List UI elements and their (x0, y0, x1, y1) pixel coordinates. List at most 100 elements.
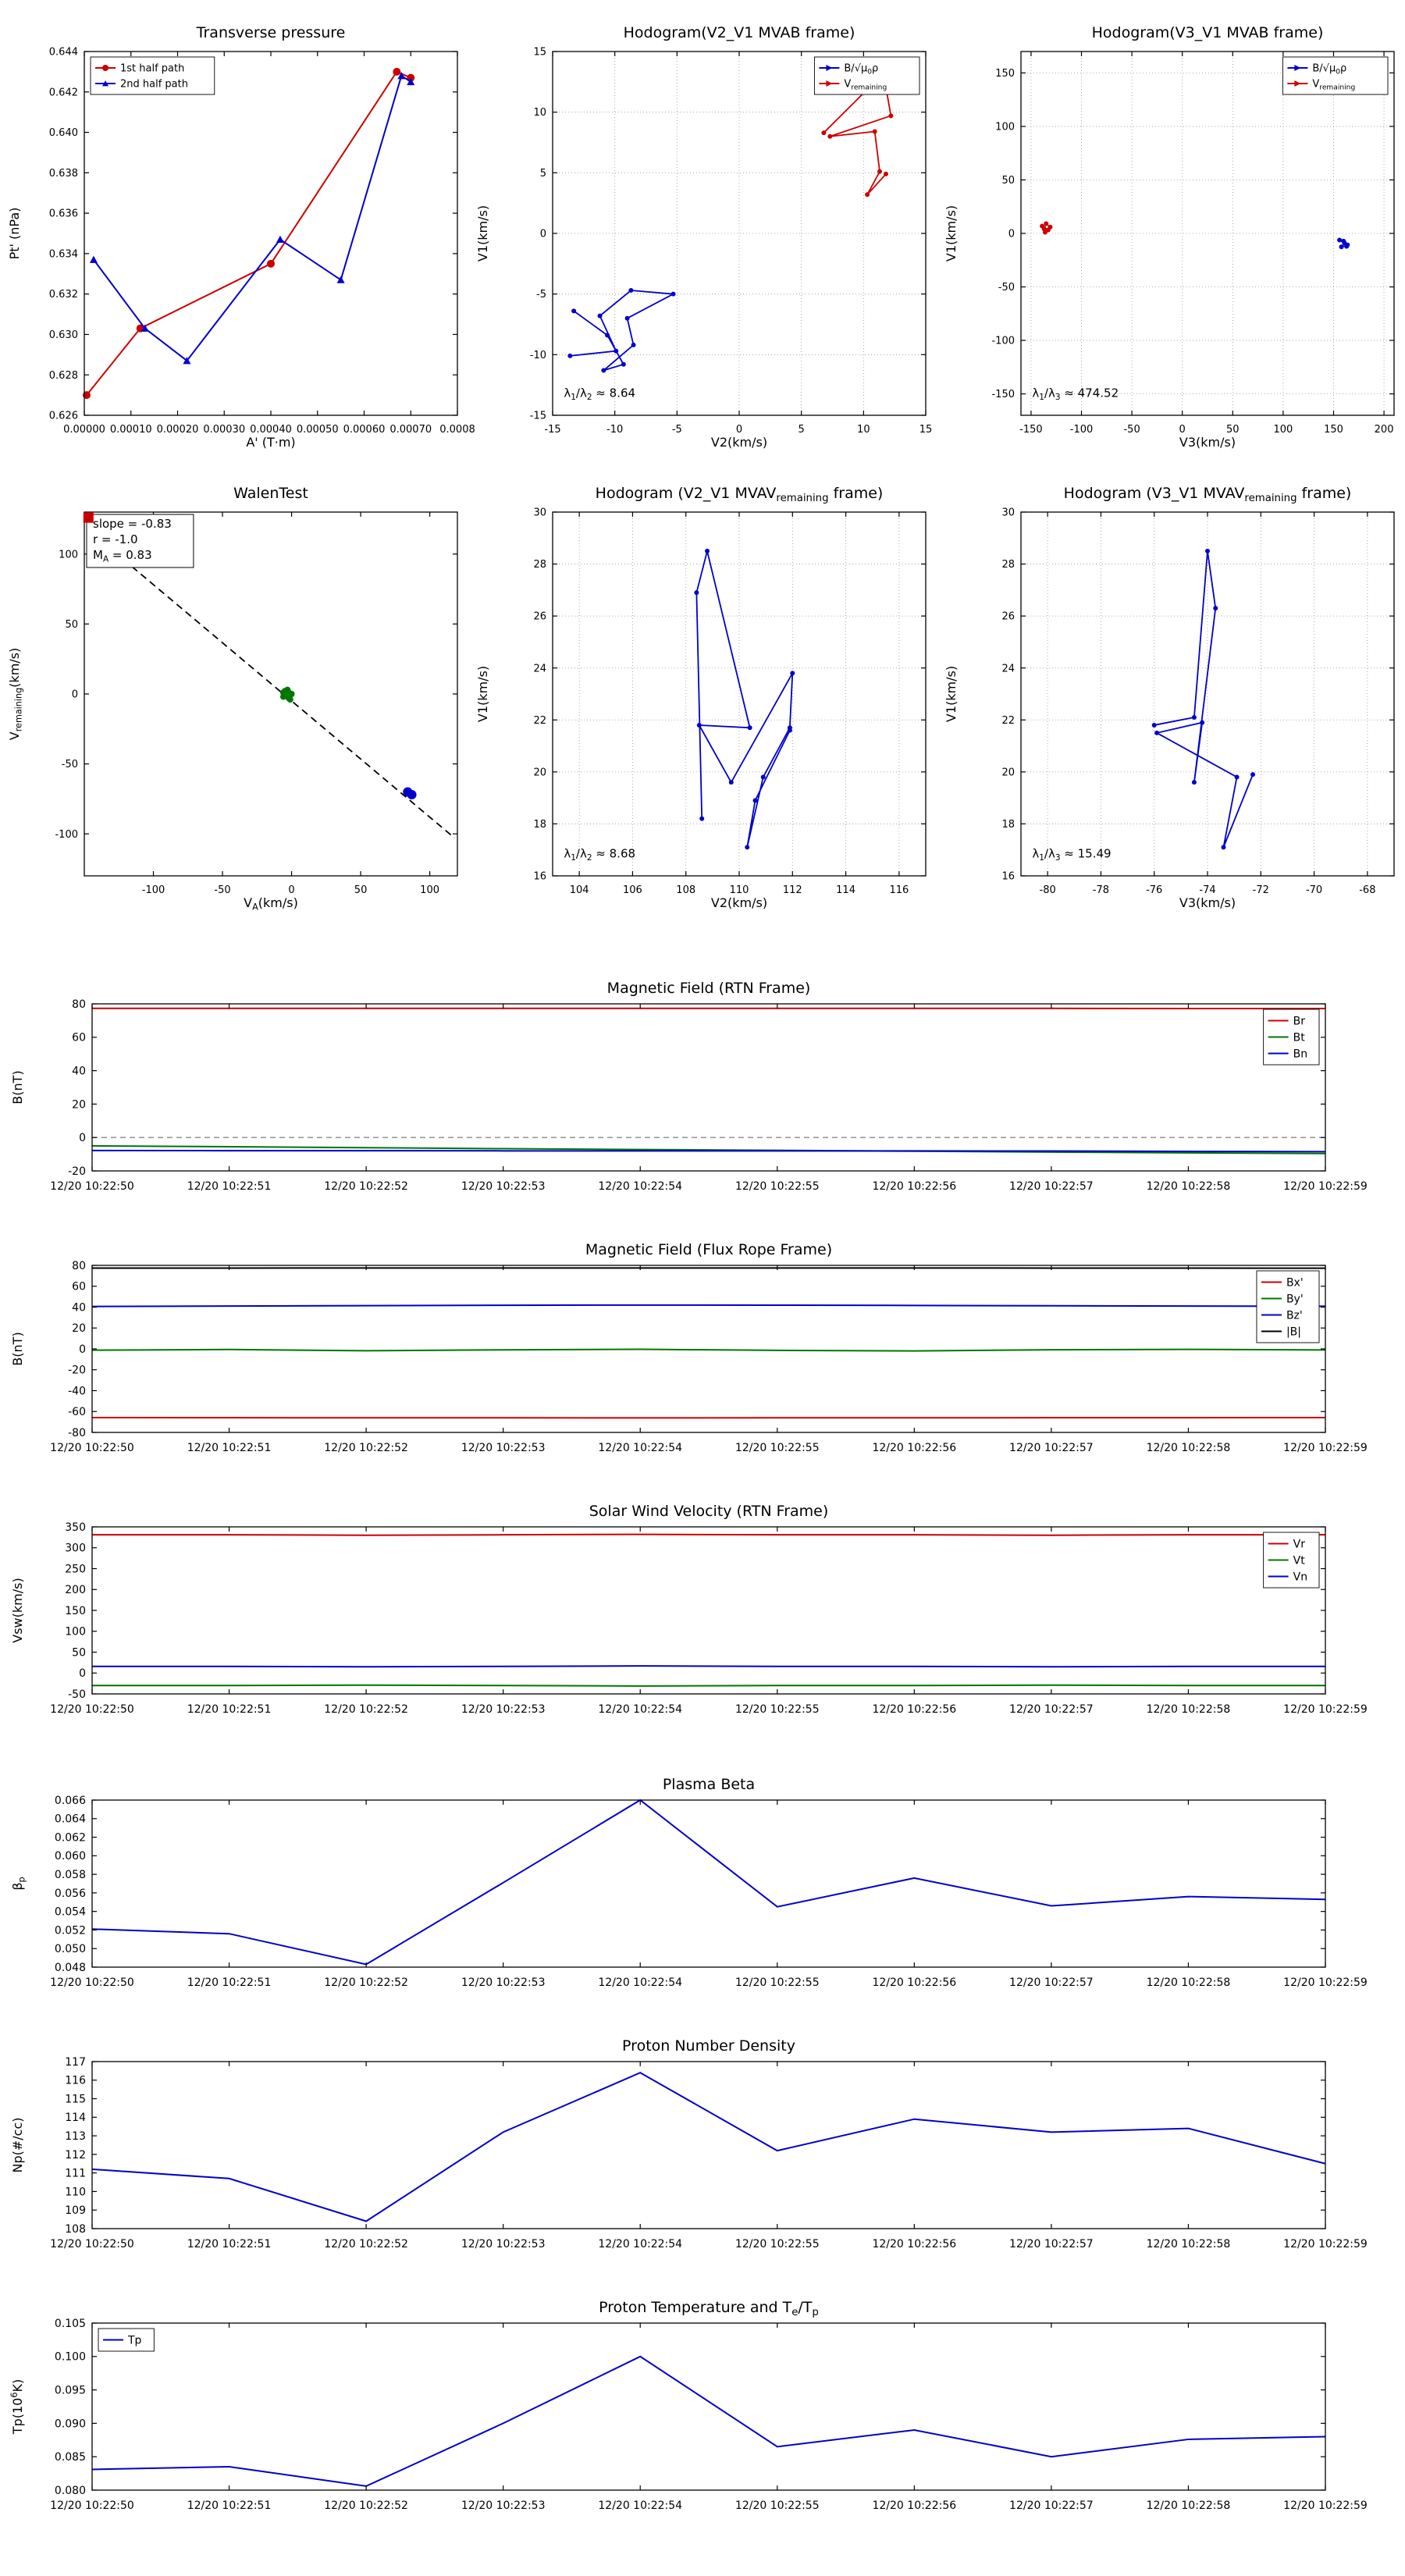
x-axis-label: V2(km/s) (711, 895, 767, 910)
svg-text:104: 104 (570, 884, 589, 896)
chart-title: Proton Number Density (622, 2037, 795, 2055)
svg-text:Bn: Bn (1293, 1048, 1307, 1060)
svg-text:0.105: 0.105 (55, 2318, 86, 2330)
y-axis: -150 -100 -50 0 50 100 150 (991, 68, 1394, 400)
axes-border (84, 51, 458, 416)
svg-text:16: 16 (1001, 871, 1015, 883)
x-axis: 12/20 10:22:50 12/20 10:22:51 12/20 10:22:… (50, 1004, 1368, 1193)
svg-text:12/20 10:22:51: 12/20 10:22:51 (187, 1442, 272, 1454)
svg-text:-72: -72 (1253, 884, 1269, 896)
y-axis: -20 0 20 40 60 80 (68, 998, 1325, 1178)
svg-text:|B|: |B| (1286, 1325, 1301, 1338)
svg-text:50: 50 (1226, 424, 1240, 436)
y-axis-label: Pt' (nPa) (7, 208, 22, 260)
svg-text:0.00010: 0.00010 (110, 424, 152, 436)
chart-title: Hodogram (V2_V1 MVAVremaining frame) (596, 485, 884, 504)
axes-border (1020, 51, 1395, 416)
svg-text:12/20 10:22:55: 12/20 10:22:55 (735, 2500, 820, 2512)
svg-text:12/20 10:22:52: 12/20 10:22:52 (324, 1976, 408, 1989)
x-axis: 0.00000 0.00010 0.00020 0.00030 0.00040 0.000… (63, 52, 475, 436)
svg-text:0: 0 (736, 424, 742, 436)
svg-text:1st half path: 1st half path (120, 63, 184, 75)
y-axis-label: B(nT) (10, 1070, 25, 1104)
svg-text:Bt: Bt (1293, 1031, 1306, 1044)
svg-text:12/20 10:22:50: 12/20 10:22:50 (50, 1703, 134, 1716)
svg-text:150: 150 (995, 68, 1015, 80)
svg-text:0.100: 0.100 (55, 2351, 86, 2364)
svg-text:0: 0 (72, 689, 78, 701)
chart-title: Plasma Beta (663, 1776, 755, 1793)
legend: Vr Vt Vn (1263, 1532, 1320, 1589)
svg-text:12/20 10:22:51: 12/20 10:22:51 (187, 2500, 272, 2512)
annotation: λ1/λ2 ≈ 8.64 (564, 386, 635, 402)
svg-text:0.085: 0.085 (55, 2451, 86, 2464)
svg-text:-20: -20 (68, 1165, 86, 1178)
svg-text:20: 20 (533, 767, 546, 778)
svg-text:-50: -50 (214, 884, 230, 896)
svg-text:114: 114 (836, 884, 855, 896)
svg-text:0: 0 (1008, 229, 1015, 240)
svg-text:0.050: 0.050 (55, 1943, 86, 1955)
svg-text:15: 15 (919, 424, 933, 436)
svg-text:12/20 10:22:55: 12/20 10:22:55 (735, 1442, 820, 1454)
svg-text:-70: -70 (1306, 884, 1322, 896)
svg-text:0.062: 0.062 (55, 1831, 86, 1844)
svg-text:100: 100 (1273, 424, 1293, 436)
svg-text:0.052: 0.052 (55, 1924, 86, 1937)
x-axis: -80 -78 -76 -74 -72 -70 -68 (1040, 512, 1375, 896)
svg-text:80: 80 (72, 1260, 86, 1272)
series-Vn (92, 1665, 1325, 1668)
annotation: λ1/λ3 ≈ 474.52 (1032, 386, 1119, 402)
y-axis: 0.048 0.050 0.052 0.054 0.056 0.058 0.060 0.062… (55, 1795, 1325, 1974)
chart-walen-test: -100 -50 0 50 100 -100 -50 0 50 100 WalenTest VA(km… (7, 485, 458, 913)
svg-text:12/20 10:22:53: 12/20 10:22:53 (461, 1180, 546, 1193)
svg-text:12/20 10:22:55: 12/20 10:22:55 (735, 2238, 820, 2250)
svg-text:-80: -80 (1040, 884, 1056, 896)
svg-text:50: 50 (65, 619, 78, 631)
chart-title: Transverse pressure (196, 24, 346, 41)
y-axis-label: V1(km/s) (944, 666, 959, 722)
y-axis: 108 109 110 111 112 113 114 115 116 117 (65, 2056, 1325, 2236)
chart-hodogram-v2v1-mvab: -15 -10 -5 0 5 10 15 -15 -10 -5 0 5 10 15 Hodogram(V2_… (475, 24, 933, 450)
series-B (1337, 237, 1350, 250)
svg-text:12/20 10:22:50: 12/20 10:22:50 (50, 1976, 134, 1989)
legend: Br Bt Bn (1263, 1009, 1320, 1066)
svg-text:12/20 10:22:58: 12/20 10:22:58 (1147, 1976, 1231, 1989)
svg-text:0: 0 (79, 1343, 86, 1356)
svg-text:r = -1.0: r = -1.0 (93, 532, 138, 546)
svg-text:250: 250 (65, 1563, 86, 1575)
svg-text:12/20 10:22:56: 12/20 10:22:56 (872, 1180, 956, 1193)
svg-text:12/20 10:22:55: 12/20 10:22:55 (735, 1976, 820, 1989)
svg-text:200: 200 (65, 1584, 86, 1596)
axes-border (91, 1799, 1326, 1968)
series-Np (91, 2072, 1326, 2222)
svg-text:Br: Br (1293, 1015, 1306, 1027)
svg-text:-50: -50 (62, 759, 78, 770)
svg-text:12/20 10:22:55: 12/20 10:22:55 (735, 1703, 820, 1716)
x-axis-label: V2(km/s) (711, 435, 767, 450)
svg-text:109: 109 (65, 2204, 86, 2217)
y-axis-label: βp (10, 1877, 27, 1890)
x-axis-label: VA(km/s) (244, 895, 298, 913)
svg-text:-150: -150 (1019, 424, 1043, 436)
svg-text:12/20 10:22:57: 12/20 10:22:57 (1009, 1442, 1094, 1454)
svg-text:12/20 10:22:54: 12/20 10:22:54 (598, 1703, 682, 1716)
svg-text:30: 30 (1001, 507, 1015, 519)
svg-text:-15: -15 (544, 424, 560, 436)
svg-text:12/20 10:22:52: 12/20 10:22:52 (324, 1442, 408, 1454)
svg-text:100: 100 (420, 884, 439, 896)
series-Bt (91, 1144, 1326, 1155)
svg-text:116: 116 (65, 2075, 86, 2087)
svg-text:12/20 10:22:51: 12/20 10:22:51 (187, 1180, 272, 1193)
series-cluster green (279, 686, 295, 703)
svg-text:Vremaining: Vremaining (1312, 79, 1355, 92)
svg-text:100: 100 (995, 121, 1015, 133)
svg-text:100: 100 (59, 549, 78, 560)
svg-text:110: 110 (65, 2186, 86, 2198)
y-axis: 16 18 20 22 24 26 28 30 (1001, 507, 1394, 883)
svg-text:0.060: 0.060 (55, 1850, 86, 1863)
svg-text:0.095: 0.095 (55, 2385, 86, 2397)
svg-text:20: 20 (1001, 767, 1015, 778)
svg-text:0.00040: 0.00040 (250, 424, 292, 436)
